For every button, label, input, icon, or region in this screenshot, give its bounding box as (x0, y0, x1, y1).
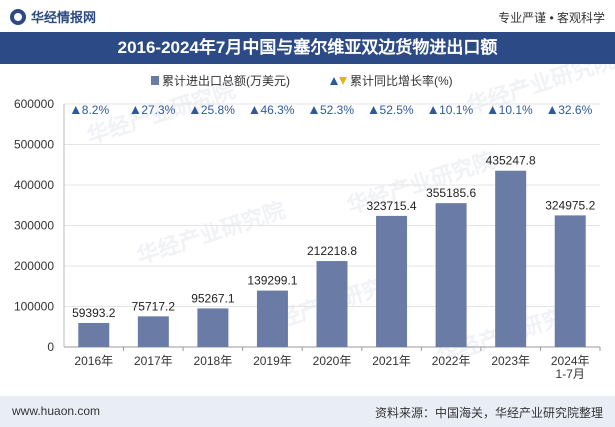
bar-value-label: 355185.6 (426, 186, 476, 200)
bar-value-label: 212218.8 (307, 244, 357, 258)
growth-label: 32.6% (558, 103, 592, 117)
bar (495, 170, 527, 347)
growth-up-arrow-icon (250, 106, 259, 114)
bar (316, 261, 348, 347)
footer: www.huaon.com 资料来源：中国海关，华经产业研究院整理 (0, 396, 615, 427)
bar (137, 316, 169, 347)
y-tick-label: 500000 (14, 138, 54, 152)
brand[interactable]: 华经情报网 (10, 7, 96, 26)
brand-logo-icon (10, 8, 26, 25)
growth-up-arrow-icon (131, 106, 140, 114)
growth-label: 10.1% (499, 103, 533, 117)
growth-label: 46.3% (260, 103, 294, 117)
growth-label: 8.2% (82, 103, 110, 117)
growth-label: 27.3% (141, 103, 175, 117)
bar (256, 290, 288, 347)
x-tick-label: 2016年 (74, 354, 113, 368)
growth-up-arrow-icon (429, 106, 438, 114)
growth-up-arrow-icon (190, 106, 199, 114)
growth-label: 25.8% (201, 103, 235, 117)
growth-label: 10.1% (439, 103, 473, 117)
x-tick-label: 2024年 (551, 354, 590, 368)
growth-up-arrow-icon (71, 106, 80, 114)
chart-title: 2016-2024年7月中国与塞尔维亚双边货物进出口额 (0, 32, 615, 64)
legend-growth-label: 累计同比增长率(%) (350, 73, 453, 88)
y-tick-label: 200000 (14, 259, 54, 273)
x-tick-label: 2017年 (134, 354, 173, 368)
x-tick-label: 2020年 (313, 354, 352, 368)
brand-name: 华经情报网 (31, 10, 97, 25)
x-tick-label: 2018年 (194, 354, 233, 368)
x-tick-label: 2023年 (491, 354, 530, 368)
bar-value-label: 75717.2 (132, 299, 176, 313)
watermark-text: 华经产业研究院 (134, 197, 288, 268)
bar-value-label: 139299.1 (247, 274, 297, 288)
y-tick-label: 300000 (14, 219, 54, 233)
top-bar: 华经情报网 专业严谨 • 客观科学 (0, 0, 615, 32)
legend-triangle-up-icon (330, 77, 338, 85)
watermark-text: 华经产业研究院 (464, 64, 615, 119)
growth-up-arrow-icon (310, 106, 318, 114)
growth-up-arrow-icon (369, 106, 378, 114)
x-tick-label: 2021年 (372, 354, 411, 368)
slogan: 专业严谨 • 客观科学 (498, 11, 605, 25)
bar-value-label: 95267.1 (191, 291, 235, 305)
growth-up-arrow-icon (548, 106, 557, 114)
chart-svg: 华经产业研究院华经产业研究院华经产业研究院华经产业研究院华经产业研究院华经产业研… (14, 64, 615, 381)
bar-value-label: 324975.2 (545, 198, 595, 212)
y-tick-label: 400000 (14, 178, 54, 192)
growth-label: 52.3% (320, 103, 354, 117)
bar-value-label: 59393.2 (72, 306, 116, 320)
x-tick-label: 2022年 (432, 354, 471, 368)
legend-bar-label: 累计进出口总额(万美元) (162, 74, 290, 88)
footer-website[interactable]: www.huaon.com (12, 404, 101, 418)
bar-value-label: 435247.8 (486, 154, 536, 168)
bar (376, 215, 408, 347)
footer-source: 资料来源：中国海关，华经产业研究院整理 (374, 406, 603, 420)
bar (78, 322, 110, 347)
legend-bar-swatch (151, 76, 159, 85)
bar (435, 203, 467, 347)
bar (554, 215, 586, 347)
y-tick-label: 100000 (14, 300, 54, 314)
bar (197, 308, 229, 347)
x-tick-label: 2019年 (253, 354, 292, 368)
legend-triangle-down-icon (339, 77, 347, 85)
y-tick-label: 600000 (14, 97, 54, 111)
x-tick-label: 1-7月 (556, 367, 585, 381)
growth-up-arrow-icon (488, 106, 497, 114)
growth-label: 52.5% (380, 103, 414, 117)
y-tick-label: 0 (47, 340, 54, 354)
bar-value-label: 323715.4 (367, 199, 417, 213)
